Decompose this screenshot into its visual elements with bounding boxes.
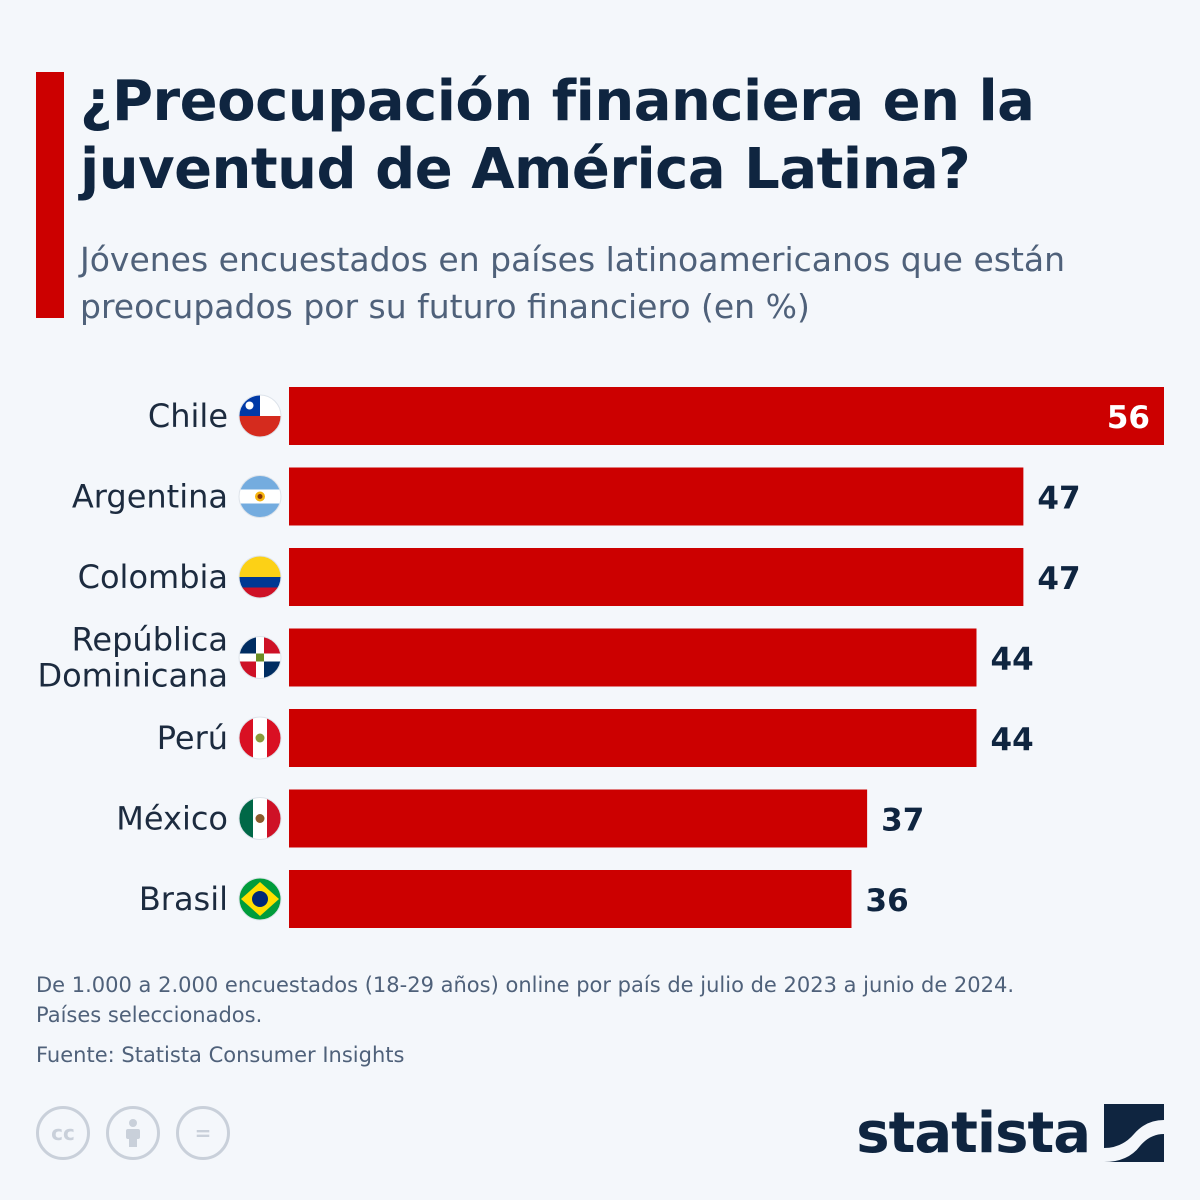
creative-commons-icon[interactable]: cc — [36, 1106, 90, 1160]
category-label: Colombia — [78, 558, 228, 596]
no-derivatives-icon[interactable]: = — [176, 1106, 230, 1160]
mexico-flag-icon — [238, 797, 282, 840]
bar-row: México 37 — [116, 789, 924, 848]
category-label: Brasil — [139, 880, 228, 918]
value-label: 56 — [1107, 400, 1150, 436]
bar — [289, 467, 1024, 526]
category-label: República Dominicana — [37, 621, 228, 695]
bar-row: Perú 44 — [157, 709, 1034, 767]
bar-row: Argentina 47 — [72, 467, 1081, 526]
argentina-flag-icon — [238, 475, 282, 518]
bar — [289, 870, 852, 928]
category-label: México — [116, 800, 228, 838]
colombia-flag-icon — [238, 555, 282, 599]
bar — [289, 628, 977, 687]
category-label: Chile — [148, 397, 228, 435]
value-label: 47 — [1037, 561, 1080, 597]
bar — [289, 548, 1024, 606]
brand-wordmark: statista — [856, 1100, 1091, 1166]
license-icons: cc = — [36, 1106, 230, 1164]
value-label: 37 — [881, 803, 924, 839]
title-accent-bar — [36, 72, 64, 318]
category-label: Argentina — [72, 478, 228, 516]
dominican-republic-flag-icon — [238, 636, 282, 679]
selection-note: Países seleccionados. — [36, 1003, 263, 1027]
bar-row: Chile 56 — [148, 387, 1164, 445]
statista-logo-icon — [1104, 1104, 1164, 1162]
attribution-icon[interactable] — [106, 1106, 160, 1160]
value-label: 44 — [991, 642, 1034, 678]
category-label: Perú — [157, 719, 228, 757]
bar-row: Brasil 36 — [139, 870, 909, 928]
bar — [289, 789, 868, 848]
bar-row: Colombia 47 — [78, 548, 1081, 606]
brazil-flag-icon — [238, 877, 282, 921]
survey-note: De 1.000 a 2.000 encuestados (18-29 años… — [36, 973, 1015, 997]
chart-subtitle: Jóvenes encuestados en países latinoamer… — [80, 240, 1066, 326]
statista-logo[interactable]: statista — [856, 1098, 1164, 1168]
bar — [289, 387, 1164, 445]
bar-row: República Dominicana 44 — [37, 621, 1033, 695]
chart-notes: De 1.000 a 2.000 encuestados (18-29 años… — [36, 970, 1156, 1070]
peru-flag-icon — [238, 716, 282, 760]
source-note: Fuente: Statista Consumer Insights — [36, 1043, 405, 1067]
chart-title: ¿Preocupación financiera en la juventud … — [80, 69, 1035, 202]
value-label: 47 — [1037, 481, 1080, 517]
value-label: 36 — [866, 883, 909, 919]
bar — [289, 709, 977, 767]
chile-flag-icon — [238, 394, 282, 438]
value-label: 44 — [991, 722, 1034, 758]
